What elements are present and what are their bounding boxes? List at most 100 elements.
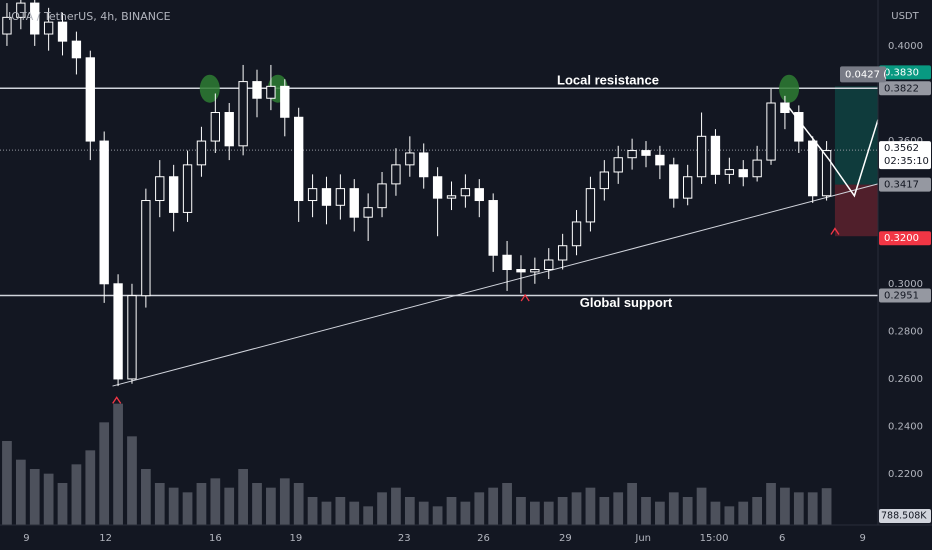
volume-bar (488, 487, 499, 525)
candle-body (2, 16, 12, 35)
volume-bar (571, 492, 582, 525)
candle-body (349, 188, 359, 218)
chart-title: IOTA / TetherUS, 4h, BINANCE (8, 10, 171, 23)
candle-body (724, 169, 735, 175)
candle-body (641, 150, 651, 156)
candle-body (294, 116, 304, 202)
volume-bar (724, 506, 735, 525)
volume-bar (349, 501, 360, 525)
x-tick-label: 9 (860, 533, 866, 544)
x-tick-label: 9 (23, 533, 29, 544)
last-price-box (879, 141, 931, 170)
target-label: 0.3830 (884, 67, 919, 78)
candle-body (738, 169, 748, 178)
pivot-caret (520, 293, 530, 302)
volume-bar (182, 492, 193, 525)
candle-body (821, 150, 832, 197)
last-price-label: 0.3562 (884, 143, 919, 154)
candle-body (113, 283, 123, 380)
pivot-caret (830, 227, 840, 235)
volume-bar (446, 497, 457, 525)
volume-bar (113, 403, 123, 525)
volume-bar (335, 497, 346, 525)
volume-bar (710, 501, 721, 525)
candle-body (57, 21, 68, 42)
volume-bar (529, 501, 540, 525)
volume-bar (99, 422, 110, 525)
highlight-circle (779, 74, 800, 103)
volume-bar (696, 487, 707, 525)
volume-bar (404, 497, 415, 525)
x-tick-label: 12 (99, 533, 112, 544)
volume-bar (460, 501, 471, 525)
volume-bar (668, 492, 679, 525)
candle-body (766, 102, 776, 161)
volume-bar (821, 488, 832, 525)
candle-body (446, 195, 457, 199)
volume-bar (57, 483, 68, 525)
candle-body (655, 154, 665, 166)
loss-zone (834, 184, 878, 237)
candle-body (780, 102, 790, 114)
volume-bar (252, 483, 262, 525)
range-label-box (840, 66, 886, 83)
volume-bar (71, 464, 82, 525)
candle-body (530, 269, 540, 273)
volume-bar (752, 497, 762, 525)
candle-body (710, 135, 721, 175)
x-tick-label: 15:00 (700, 533, 729, 544)
candle-body (266, 85, 276, 99)
candle-body (488, 200, 498, 256)
candle-body (155, 176, 165, 202)
volume-bar (655, 501, 665, 525)
volume-bar (780, 487, 790, 525)
y-tick-label: 0.2800 (888, 326, 923, 337)
candle-body (238, 81, 248, 147)
candle-body (363, 207, 373, 218)
projection-path (788, 107, 879, 198)
volume-bar (585, 487, 596, 525)
level-price-label: 0.2951 (884, 290, 919, 301)
candle-body (474, 188, 484, 202)
volume-bar (391, 487, 401, 525)
volume-bar (15, 459, 26, 525)
volume-bar (543, 501, 554, 525)
candle-body (196, 140, 207, 166)
candle-body (71, 40, 82, 59)
candle-body (321, 188, 332, 206)
candle-body (432, 176, 443, 199)
volume-label-box (879, 509, 931, 523)
volume-bar (377, 492, 387, 525)
candle-body (627, 150, 637, 159)
volume-bar (738, 501, 749, 525)
candle-body (210, 112, 220, 142)
entry-label-box (879, 177, 931, 192)
volume-bar (238, 469, 248, 525)
candle-body (182, 164, 193, 213)
y-tick-label: 0.2600 (888, 374, 923, 385)
candle-body (599, 171, 609, 190)
countdown-label: 02:35:10 (884, 156, 929, 167)
candle-body (460, 188, 471, 197)
y-tick-label: 0.2400 (888, 422, 923, 433)
candle-body (419, 152, 429, 178)
candle-body (85, 57, 95, 142)
candle-body (307, 188, 318, 202)
candle-body (280, 85, 290, 118)
candle-body (99, 140, 109, 285)
candle-body (613, 157, 623, 173)
volume-bar (210, 478, 221, 525)
x-tick-label: 16 (209, 533, 222, 544)
candle-body (683, 176, 693, 199)
y-tick-label: 0.4000 (888, 41, 923, 52)
highlight-circle (199, 74, 220, 103)
candle-body (141, 200, 151, 297)
candle-body (585, 188, 596, 223)
candle-body (544, 259, 554, 271)
profit-zone (834, 86, 878, 185)
volume-bar (29, 469, 40, 525)
trendline (112, 183, 879, 387)
candle-body (335, 188, 346, 206)
